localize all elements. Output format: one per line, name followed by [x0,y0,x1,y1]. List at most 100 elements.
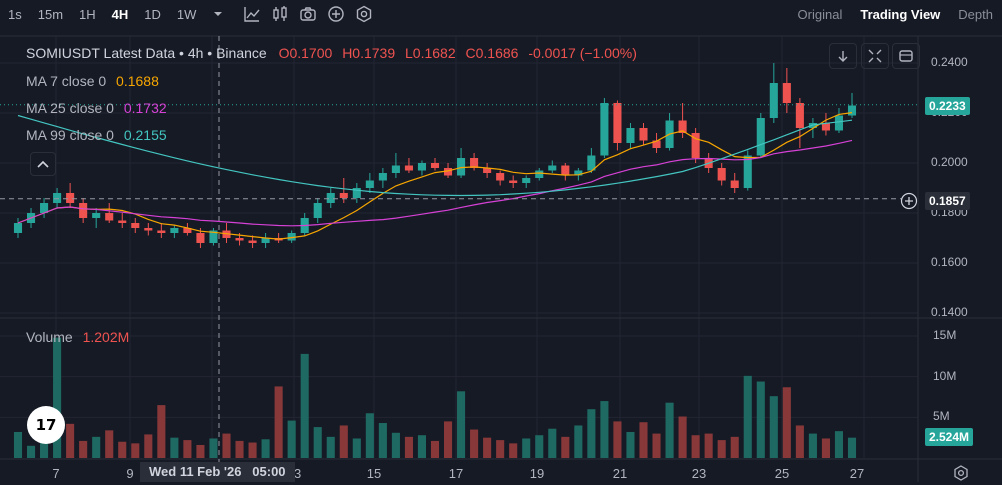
ma25-line [17,139,853,227]
volume-bar [313,427,322,458]
time-tick-label: 17 [448,466,464,481]
volume-bar [274,386,283,458]
price-tick-label: 0.1600 [931,255,968,269]
volume-bar [287,420,296,458]
volume-bar [144,434,153,458]
ma25-legend[interactable]: MA 25 close 0 0.1732 [26,100,167,116]
candle-body [847,105,857,116]
crosshair-price-badge: 0.1857 [925,192,970,210]
volume-bar [261,439,270,458]
candle-body [561,165,570,176]
ohlc-low: L0.1682 [405,45,456,61]
volume-bar [378,423,387,458]
candle-body [626,128,635,143]
volume-bar [339,425,348,458]
candle-body [430,163,440,168]
candle-body [443,168,453,176]
volume-bar [300,353,309,458]
timeframe-1w[interactable]: 1W [176,6,197,22]
volume-bar [782,387,791,458]
volume-bar [457,391,466,458]
settings-icon[interactable] [350,0,378,28]
layout-button[interactable] [892,43,920,69]
ma25-label: MA 25 close 0 [26,100,114,116]
chevron-up-icon [37,160,49,168]
volume-bar [470,429,479,458]
ma99-legend[interactable]: MA 99 close 0 0.2155 [26,127,167,143]
volume-bar [196,444,205,458]
ma7-label: MA 7 close 0 [26,73,107,89]
view-depth[interactable]: Depth [958,6,993,22]
price-tick-label: 0.1400 [931,305,968,319]
chevron-down-icon[interactable] [204,0,232,28]
candle-type-icon[interactable] [266,0,294,28]
candle-body [235,238,244,241]
timeframe-1d[interactable]: 1D [144,6,161,22]
last-price-badge: 0.2233 [925,97,970,115]
timeframe-1h[interactable]: 1H [79,6,96,22]
indicator-icon[interactable] [238,0,266,28]
volume-bar [769,396,778,458]
candle-body [509,180,518,183]
crosshair-time-label: Wed 11 Feb '26 05:00 [140,462,295,482]
candle-body [157,230,166,233]
volume-bar [496,440,505,458]
chart-overlay [0,36,918,462]
volume-bar [66,423,75,458]
candle-body [639,128,648,141]
add-alert-button[interactable] [900,192,918,210]
candle-body [600,103,609,156]
volume-tick-label: 10M [933,368,957,383]
volume-bar [248,442,257,458]
candle-body [170,228,179,233]
volume-bar [847,437,857,458]
candle-body [209,230,218,243]
volume-bar [391,432,400,458]
camera-icon[interactable] [294,0,322,28]
candlesticks [13,63,857,248]
candle-body [105,213,114,221]
candle-body [496,173,505,181]
candle-body [769,83,778,118]
candle-body [404,165,413,171]
tradingview-logo[interactable]: 17 [27,406,65,444]
volume-bar [626,431,635,458]
candle-body [79,203,88,218]
collapse-icon [868,49,882,63]
candle-body [821,123,830,131]
view-trading-view[interactable]: Trading View [860,6,941,22]
candle-body [248,240,257,243]
chart-settings-button[interactable] [952,464,970,482]
symbol-exchange: Binance [216,45,267,61]
volume-bar [821,438,830,458]
ma7-value: 0.1688 [116,73,159,89]
volume-bar [613,421,622,458]
candle-body [717,168,726,181]
volume-bar [40,438,49,458]
time-tick-label: 15 [366,466,382,481]
timeframe-1s[interactable]: 1s [8,6,22,22]
volume-bar [730,436,739,458]
view-original[interactable]: Original [797,6,843,22]
collapse-legend-button[interactable] [30,152,56,176]
volume-bar [53,337,62,458]
candle-body [587,155,596,171]
ma7-legend[interactable]: MA 7 close 0 0.1688 [26,73,159,89]
candle-body [678,120,687,133]
fullscreen-button[interactable] [861,43,889,69]
volume-bar [691,435,700,458]
scroll-down-button[interactable] [829,43,857,69]
candle-body [691,133,700,158]
ohlc-high: H0.1739 [342,45,396,61]
volume-label: Volume [26,329,73,345]
plus-circle-icon[interactable] [322,0,350,28]
volume-bar [587,409,596,458]
candle-body [795,103,804,128]
timeframe-15m[interactable]: 15m [37,6,64,22]
volume-bar [79,440,88,458]
ma99-line [17,114,853,197]
price-tick-label: 0.2000 [931,155,968,169]
timeframe-4h[interactable]: 4H [111,6,129,22]
volume-bar [131,443,140,458]
